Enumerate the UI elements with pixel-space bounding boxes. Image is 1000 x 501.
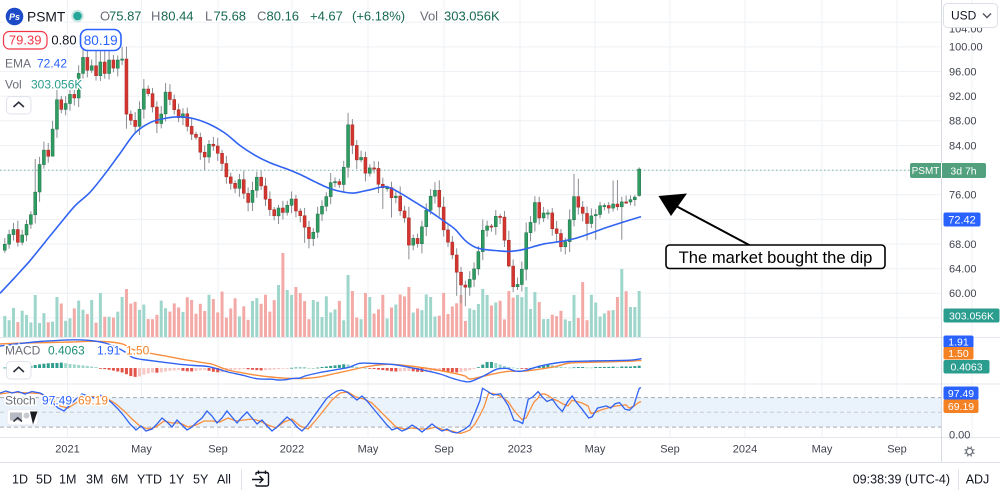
svg-text:0.80: 0.80 [51, 33, 76, 48]
svg-text:09:38:39 (UTC-4): 09:38:39 (UTC-4) [853, 473, 950, 487]
svg-text:97.49: 97.49 [42, 394, 72, 408]
svg-text:72.42: 72.42 [37, 57, 67, 71]
svg-text:MACD: MACD [5, 344, 41, 358]
svg-text:88.00: 88.00 [949, 116, 977, 128]
svg-text:75.87: 75.87 [109, 9, 142, 24]
svg-text:EMA: EMA [5, 57, 31, 71]
svg-text:80.44: 80.44 [161, 9, 194, 24]
svg-text:303.056K: 303.056K [31, 78, 82, 92]
svg-text:80.19: 80.19 [84, 33, 118, 48]
svg-text:All: All [217, 473, 231, 487]
svg-text:6M: 6M [111, 473, 128, 487]
svg-text:(+6.18%): (+6.18%) [352, 9, 405, 24]
svg-text:L: L [205, 9, 212, 24]
svg-text:0.4063: 0.4063 [950, 362, 982, 374]
svg-text:80.16: 80.16 [267, 9, 300, 24]
svg-text:Ps: Ps [9, 12, 20, 22]
svg-text:68.00: 68.00 [949, 239, 977, 251]
svg-text:May: May [812, 444, 833, 456]
svg-text:YTD: YTD [137, 473, 162, 487]
svg-text:PSMT: PSMT [27, 10, 66, 25]
svg-text:H: H [151, 9, 160, 24]
svg-text:May: May [358, 444, 379, 456]
svg-text:72.42: 72.42 [37, 57, 67, 71]
svg-text:PSMT: PSMT [912, 166, 940, 177]
svg-text:2021: 2021 [55, 444, 79, 456]
svg-text:1.91: 1.91 [97, 344, 121, 358]
svg-text:75.68: 75.68 [214, 9, 247, 24]
svg-text:1M: 1M [59, 473, 76, 487]
svg-text:3d 7h: 3d 7h [950, 166, 976, 178]
svg-text:69.19: 69.19 [948, 401, 974, 413]
svg-text:Sep: Sep [887, 444, 907, 456]
svg-text:1.50: 1.50 [948, 348, 969, 360]
svg-text:Vol: Vol [420, 9, 438, 24]
svg-text:92.00: 92.00 [949, 91, 977, 103]
svg-text:5Y: 5Y [193, 473, 209, 487]
svg-text:3M: 3M [86, 473, 103, 487]
svg-text:1.91: 1.91 [97, 344, 121, 358]
svg-text:80.16: 80.16 [267, 9, 300, 24]
svg-text:97.49: 97.49 [42, 394, 72, 408]
svg-text:1.91: 1.91 [948, 337, 969, 349]
svg-text:H: H [151, 9, 160, 24]
svg-text:1.50: 1.50 [126, 344, 150, 358]
svg-text:1Y: 1Y [169, 473, 185, 487]
svg-text:75.87: 75.87 [109, 9, 142, 24]
svg-text:Sep: Sep [660, 444, 680, 456]
svg-text:O: O [100, 9, 110, 24]
svg-text:EMA: EMA [5, 57, 31, 71]
svg-text:1.50: 1.50 [126, 344, 150, 358]
svg-text:0.4063: 0.4063 [48, 344, 85, 358]
svg-text:84.00: 84.00 [949, 140, 977, 152]
svg-text:Stoch: Stoch [5, 394, 36, 408]
svg-text:303.056K: 303.056K [949, 310, 994, 322]
svg-text:0.00: 0.00 [949, 430, 970, 442]
svg-text:96.00: 96.00 [949, 66, 977, 78]
svg-text:C: C [257, 9, 266, 24]
svg-text:60.00: 60.00 [949, 288, 977, 300]
svg-text:C: C [257, 9, 266, 24]
svg-text:2022: 2022 [280, 444, 304, 456]
svg-text:303.056K: 303.056K [31, 78, 82, 92]
svg-text:L: L [205, 9, 212, 24]
svg-text:2023: 2023 [508, 444, 532, 456]
svg-text:5D: 5D [36, 473, 52, 487]
svg-text:75.68: 75.68 [214, 9, 247, 24]
svg-text:80.44: 80.44 [161, 9, 194, 24]
svg-text:303.056K: 303.056K [444, 9, 500, 24]
svg-text:ADJ: ADJ [966, 473, 990, 487]
svg-text:The market bought the dip: The market bought the dip [679, 248, 873, 267]
svg-text:79.39: 79.39 [9, 33, 42, 48]
svg-text:100.00: 100.00 [949, 42, 983, 54]
svg-text:O: O [100, 9, 110, 24]
svg-text:USD: USD [951, 9, 977, 23]
svg-text:69.19: 69.19 [78, 394, 108, 408]
svg-text:0.4063: 0.4063 [48, 344, 85, 358]
svg-text:64.00: 64.00 [949, 264, 977, 276]
svg-text:0.80: 0.80 [51, 33, 76, 48]
svg-text:May: May [131, 444, 152, 456]
svg-text:MACD: MACD [5, 344, 41, 358]
svg-text:May: May [585, 444, 606, 456]
svg-text:2024: 2024 [733, 444, 757, 456]
svg-text:76.00: 76.00 [949, 190, 977, 202]
svg-text:Stoch: Stoch [5, 394, 36, 408]
svg-text:97.49: 97.49 [948, 388, 974, 400]
svg-text:Vol: Vol [5, 78, 22, 92]
svg-text:303.056K: 303.056K [444, 9, 500, 24]
svg-text:PSMT: PSMT [27, 10, 66, 25]
svg-text:+4.67: +4.67 [310, 9, 343, 24]
svg-text:Sep: Sep [434, 444, 454, 456]
svg-text:1D: 1D [12, 473, 28, 487]
svg-text:(+6.18%): (+6.18%) [352, 9, 405, 24]
svg-text:Sep: Sep [208, 444, 228, 456]
svg-text:Vol: Vol [420, 9, 438, 24]
svg-text:69.19: 69.19 [78, 394, 108, 408]
svg-text:+4.67: +4.67 [310, 9, 343, 24]
svg-text:Vol: Vol [5, 78, 22, 92]
svg-text:72.42: 72.42 [948, 215, 976, 227]
